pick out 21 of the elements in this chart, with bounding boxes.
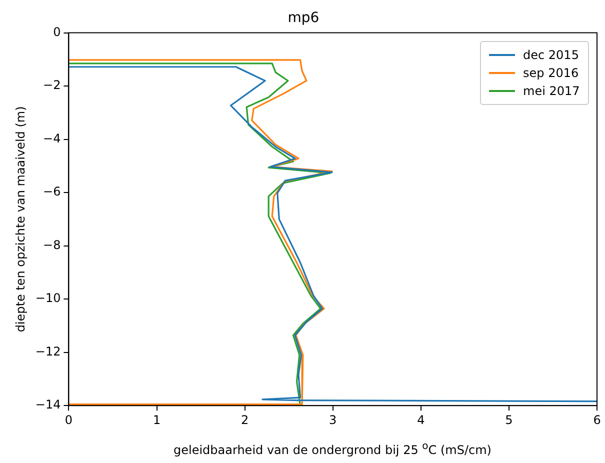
y-tick-label: −2 bbox=[43, 78, 61, 92]
y-tick-label: −4 bbox=[43, 131, 61, 146]
y-tick-label: −6 bbox=[43, 184, 61, 199]
x-tick-label: 0 bbox=[64, 412, 73, 427]
x-tick-label: 3 bbox=[329, 412, 337, 427]
legend-label: mei 2017 bbox=[523, 82, 580, 100]
x-tick-label: 4 bbox=[417, 412, 425, 427]
y-tick-label: −12 bbox=[35, 344, 61, 358]
x-tick-label: 6 bbox=[593, 412, 601, 427]
chart-title: mp6 bbox=[288, 10, 320, 26]
y-tick-label: 0 bbox=[53, 24, 61, 39]
y-axis-title: diepte ten opzichte van maaiveld (m) bbox=[13, 106, 28, 332]
x-tick-label: 1 bbox=[152, 412, 161, 427]
x-axis-title: geleidbaarheid van de ondergrond bij 25 $^{o}$C (mS/cm) bbox=[172, 441, 492, 457]
legend-label: sep 2016 bbox=[523, 64, 579, 82]
x-tick-label: 2 bbox=[240, 412, 249, 427]
y-tick-label: −14 bbox=[35, 398, 61, 412]
x-tick-label: 5 bbox=[505, 412, 513, 427]
y-tick-label: −8 bbox=[43, 238, 61, 252]
y-tick-label: −10 bbox=[35, 291, 61, 306]
legend-label: dec 2015 bbox=[523, 46, 579, 64]
